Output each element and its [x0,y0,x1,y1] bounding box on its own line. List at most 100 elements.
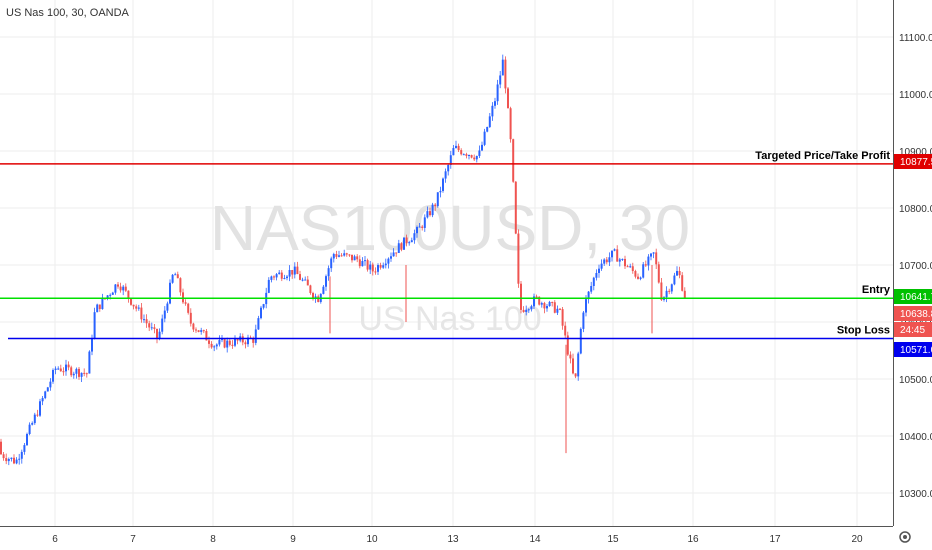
candle-body [332,254,335,259]
candle-body [18,458,21,460]
candle-body [377,265,379,272]
time-tick-label: 17 [769,534,781,545]
candle-body [127,290,130,299]
candle-body [514,181,517,234]
candle-body [2,454,5,459]
candle-body [361,260,364,267]
candle-body [288,269,291,277]
candle-body [421,226,424,228]
price-badge-label: 10641.7 [900,292,932,303]
candle-body [371,264,374,272]
candle-body [533,296,535,307]
time-tick-label: 8 [210,534,216,545]
candle-body [494,101,496,106]
candle-body [150,327,153,329]
horizontal-lines[interactable]: Targeted Price/Take Profit Entry Stop Lo… [0,150,893,340]
candle-body [634,271,637,277]
candle-body [96,304,99,313]
candle-body [548,301,551,307]
candle-body [124,286,127,291]
price-badge [894,322,932,337]
candle-body [436,192,439,207]
candle-body [140,307,143,320]
candle-body [31,423,34,425]
entry-label: Entry [862,284,891,296]
candle-body [637,276,639,279]
candle-body [330,258,333,269]
candle-body [369,264,372,270]
price-axis[interactable]: 11100.011000.010900.010800.010700.010600… [893,0,932,526]
candle-body [405,237,408,244]
candle-body [195,329,197,331]
candle-body [644,264,647,266]
candle-body [639,277,642,279]
candle-body [137,307,140,309]
candle-body [176,274,179,279]
candle-body [413,233,416,241]
candle-body [163,310,166,319]
candle-body [267,279,270,293]
candle-body [665,290,668,298]
candle-body [70,367,73,376]
candle-body [351,254,353,261]
candle-body [57,368,60,370]
candle-body [0,441,2,455]
candle-body [39,401,41,416]
candle-body [564,325,567,336]
candle-body [278,272,281,275]
time-tick-label: 13 [447,534,459,545]
candle-body [28,424,31,435]
candle-body [189,312,192,324]
candle-body [501,59,504,76]
settings-gear-icon[interactable] [899,531,911,543]
candle-body [72,373,75,376]
candle-body [517,233,520,284]
candle-body [681,275,684,291]
candle-body [273,276,275,278]
candle-body [184,302,187,304]
candle-body [182,292,184,303]
candle-body [587,291,590,300]
candle-body [80,372,83,377]
price-tick-label: 10300.0 [899,489,932,500]
candle-body [208,340,210,344]
candle-body [338,255,340,257]
candle-body [416,227,418,234]
candle-body [455,145,457,149]
candle-body [582,312,585,329]
candle-body [374,271,377,273]
candle-body [91,338,93,352]
candle-body [512,139,515,182]
candle-body [486,126,489,132]
candle-body [673,275,676,285]
candle-body [345,253,348,255]
candle-body [101,298,104,310]
candle-body [197,330,200,332]
candle-body [275,274,278,278]
candle-body [652,252,655,254]
candle-body [257,318,260,330]
candle-body [590,285,593,292]
candle-body [561,309,564,326]
candle-body [78,368,80,377]
candle-body [231,344,234,346]
candle-body [392,252,395,257]
candle-body [504,59,507,89]
candle-body [67,364,70,368]
candle-body [668,290,671,292]
candle-body [286,276,288,279]
candle-body [475,155,478,160]
price-badge [894,154,932,169]
candle-body [109,294,112,296]
candle-body [247,337,249,345]
time-axis[interactable]: 6 7 8 9 10 13 14 15 16 17 20 [0,526,932,550]
time-tick-label: 15 [607,534,619,545]
time-tick-label: 14 [529,534,541,545]
candle-body [312,293,314,299]
candle-body [33,414,36,424]
candle-body [171,274,174,283]
candle-body [291,269,294,275]
candle-body [280,272,283,279]
candle-body [262,304,265,308]
